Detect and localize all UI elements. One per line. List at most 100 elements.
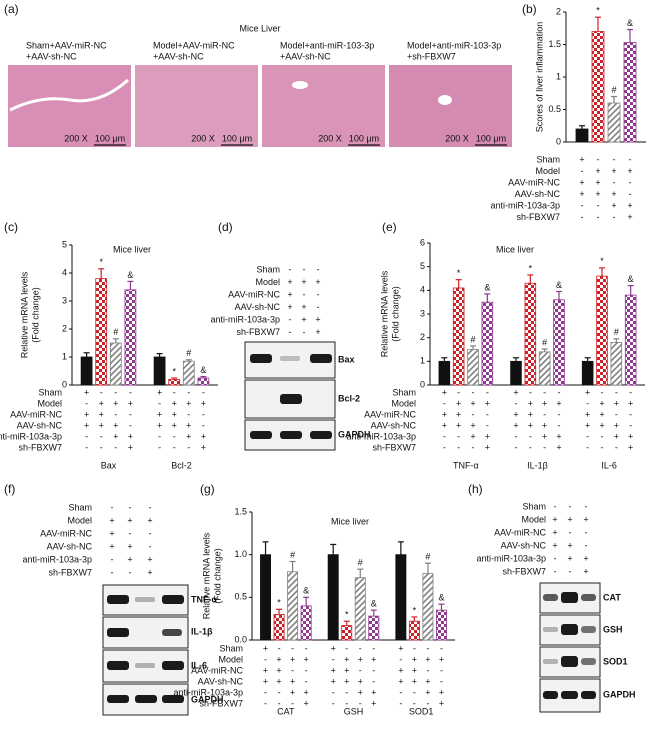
condition-sign: + <box>128 431 133 441</box>
error-bar <box>579 125 585 129</box>
condition-sign: - <box>426 698 429 708</box>
condition-label: AAV-miR-NC <box>191 665 243 675</box>
condition-sign: + <box>456 420 461 430</box>
condition-sign: - <box>601 387 604 397</box>
condition-label: anti-miR-103a-3p <box>210 314 280 324</box>
bar <box>300 605 312 641</box>
condition-sign: + <box>599 398 604 408</box>
condition-sign: - <box>129 567 132 577</box>
condition-sign: - <box>359 643 362 653</box>
condition-sign: - <box>443 431 446 441</box>
band <box>543 627 558 632</box>
condition-sign: + <box>84 409 89 419</box>
condition-sign: + <box>412 665 417 675</box>
condition-sign: - <box>585 527 588 537</box>
image-label: +AAV-sh-NC <box>26 51 77 61</box>
condition-label: anti-miR-103a-3p <box>173 687 243 697</box>
condition-sign: + <box>552 514 557 524</box>
condition-label: Model <box>67 515 92 525</box>
condition-sign: - <box>558 387 561 397</box>
condition-sign: + <box>442 409 447 419</box>
condition-sign: - <box>515 398 518 408</box>
condition-sign: - <box>581 166 584 176</box>
histology-image <box>389 65 512 147</box>
condition-sign: + <box>186 398 191 408</box>
error-bar <box>611 95 617 103</box>
significance-marker: * <box>99 257 103 267</box>
condition-label: Sham <box>68 502 92 512</box>
condition-label: anti-miR-103a-3p <box>490 200 560 210</box>
band <box>561 624 578 635</box>
condition-sign: - <box>278 643 281 653</box>
condition-sign: - <box>585 540 588 550</box>
condition-sign: - <box>443 442 446 452</box>
condition-sign: - <box>372 643 375 653</box>
condition-sign: - <box>291 665 294 675</box>
condition-sign: - <box>586 398 589 408</box>
chart-title: Mice liver <box>331 516 369 526</box>
condition-sign: + <box>371 654 376 664</box>
condition-sign: - <box>264 687 267 697</box>
condition-sign: + <box>439 687 444 697</box>
scale-bar-label: 100 μm <box>349 133 379 143</box>
condition-sign: - <box>289 314 292 324</box>
condition-sign: - <box>529 442 532 452</box>
error-bar <box>330 543 337 555</box>
condition-sign: + <box>542 398 547 408</box>
y-tick-label: 5 <box>420 261 425 271</box>
condition-sign: + <box>109 541 114 551</box>
condition-sign: - <box>629 154 632 164</box>
condition-sign: - <box>413 687 416 697</box>
condition-label: Model <box>255 277 280 287</box>
y-axis-label: (Fold change) <box>30 287 40 343</box>
condition-sign: - <box>457 442 460 452</box>
condition-sign: + <box>627 200 632 210</box>
band <box>135 597 155 602</box>
condition-sign: + <box>412 676 417 686</box>
bar <box>481 301 494 386</box>
error-bar <box>584 357 591 362</box>
condition-sign: + <box>470 431 475 441</box>
band-label: Bcl-2 <box>338 393 360 403</box>
error-bar <box>276 608 283 615</box>
condition-sign: - <box>597 154 600 164</box>
condition-sign: + <box>556 431 561 441</box>
condition-sign: - <box>303 327 306 337</box>
condition-sign: - <box>554 566 557 576</box>
condition-sign: + <box>186 431 191 441</box>
magnification: 200 X <box>191 133 215 143</box>
condition-sign: - <box>85 398 88 408</box>
bar <box>354 577 366 641</box>
y-axis-label: (Fold change) <box>390 286 400 342</box>
condition-sign: + <box>147 554 152 564</box>
condition-sign: - <box>305 665 308 675</box>
condition-sign: - <box>399 654 402 664</box>
error-bar <box>484 293 491 303</box>
condition-sign: - <box>305 643 308 653</box>
condition-sign: + <box>301 314 306 324</box>
bar <box>168 378 181 386</box>
band <box>162 629 182 636</box>
condition-sign: - <box>149 528 152 538</box>
condition-sign: + <box>263 665 268 675</box>
condition-sign: - <box>317 264 320 274</box>
condition-sign: - <box>129 420 132 430</box>
condition-sign: - <box>372 676 375 686</box>
image-label: Model+anti-miR-103-3p <box>280 40 374 50</box>
condition-label: Sham <box>219 643 243 653</box>
bar <box>591 31 605 143</box>
condition-sign: - <box>440 643 443 653</box>
condition-sign: - <box>615 442 618 452</box>
condition-label: sh-FBXW7 <box>199 698 243 708</box>
bar <box>610 341 623 386</box>
band-label: GSH <box>603 624 623 634</box>
condition-sign: + <box>301 302 306 312</box>
condition-sign: + <box>425 687 430 697</box>
condition-sign: + <box>147 567 152 577</box>
vessel <box>438 95 452 105</box>
condition-sign: + <box>627 166 632 176</box>
y-tick-label: 0.5 <box>234 592 247 602</box>
condition-sign: + <box>567 540 572 550</box>
y-axis-label: Relative mRNA levels <box>201 532 211 619</box>
